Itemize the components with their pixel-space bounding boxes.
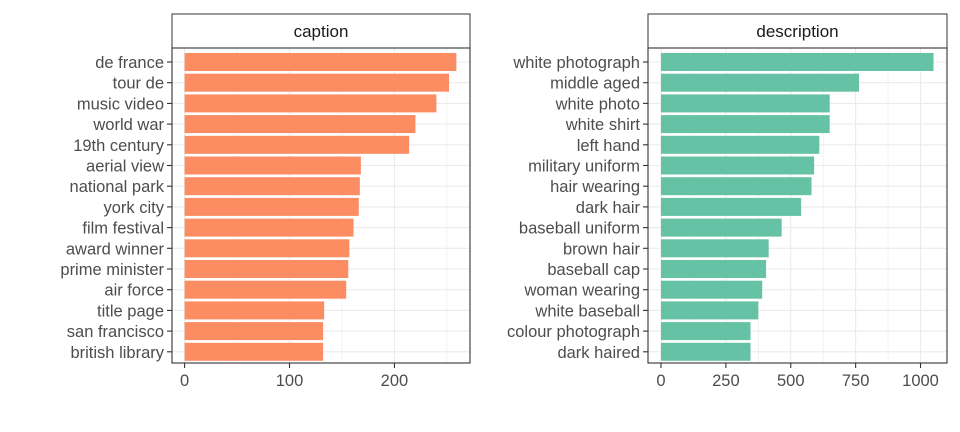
y-tick-label: aerial view xyxy=(86,158,164,176)
bar-air-force xyxy=(184,280,347,299)
bar-british-library xyxy=(184,342,324,361)
facet-strip xyxy=(647,13,948,49)
bar-york-city xyxy=(184,197,359,216)
y-tick-label: brown hair xyxy=(563,240,641,258)
y-tick-label: de france xyxy=(95,54,164,72)
x-tick-label: 750 xyxy=(842,372,870,390)
bar-aerial-view xyxy=(184,156,361,175)
y-tick-label: award winner xyxy=(66,240,165,258)
bar-baseball-cap xyxy=(660,260,767,278)
y-tick-label: white baseball xyxy=(534,302,640,320)
facet-title: caption xyxy=(294,22,349,41)
bar-woman-wearing xyxy=(660,280,763,299)
bar-left-hand xyxy=(660,135,820,154)
bar-colour-photograph xyxy=(660,322,751,341)
y-tick-label: white shirt xyxy=(565,116,641,134)
bar-white-baseball xyxy=(660,301,759,320)
y-tick-label: dark haired xyxy=(557,344,640,362)
bar-award-winner xyxy=(184,239,350,258)
x-tick-label: 1000 xyxy=(902,372,939,390)
bar-san-francisco xyxy=(184,322,324,341)
panel-description: description white photograph middle aged wh… xyxy=(507,13,948,390)
bar-military-uniform xyxy=(660,156,815,175)
bar-film-festival xyxy=(184,218,354,237)
y-tick-label: military uniform xyxy=(528,158,640,176)
x-tick-label: 0 xyxy=(656,372,665,390)
bar-prime-minister xyxy=(184,260,349,278)
bar-title-page xyxy=(184,301,325,320)
panel-border xyxy=(647,47,948,364)
x-tick-label: 0 xyxy=(180,372,189,390)
bar-white-photo xyxy=(660,94,830,113)
panel-border xyxy=(171,47,471,364)
y-tick-label: prime minister xyxy=(60,261,164,279)
bar-de-france xyxy=(184,53,457,71)
bar-national-park xyxy=(184,177,360,196)
y-tick-label: british library xyxy=(70,344,164,362)
y-tick-label: air force xyxy=(104,282,164,300)
y-tick-label: dark hair xyxy=(576,199,641,217)
y-tick-label: tour de xyxy=(113,75,164,93)
bar-white-photograph xyxy=(660,53,934,71)
y-tick-label: san francisco xyxy=(67,323,164,341)
bar-19th-century xyxy=(184,135,410,154)
y-tick-label: music video xyxy=(77,95,164,113)
y-tick-label: york city xyxy=(103,199,164,217)
bar-middle-aged xyxy=(660,73,860,92)
bar-world-war xyxy=(184,115,416,134)
facet-title: description xyxy=(756,22,838,41)
y-tick-label: title page xyxy=(97,302,164,320)
y-tick-label: white photo xyxy=(555,95,640,113)
bar-white-shirt xyxy=(660,115,830,134)
bar-dark-hair xyxy=(660,197,802,216)
x-tick-label: 100 xyxy=(276,372,304,390)
y-tick-label: colour photograph xyxy=(507,323,640,341)
bar-dark-haired xyxy=(660,342,751,361)
bar-tour-de xyxy=(184,73,450,92)
y-tick-label: left hand xyxy=(577,137,640,155)
y-tick-label: national park xyxy=(70,178,165,196)
y-tick-label: world war xyxy=(92,116,164,134)
y-tick-label: baseball uniform xyxy=(519,220,640,238)
panel-caption: caption de france tour de music video world … xyxy=(60,13,471,390)
y-tick-label: white photograph xyxy=(512,54,640,72)
bar-brown-hair xyxy=(660,239,769,258)
x-tick-label: 200 xyxy=(381,372,409,390)
y-tick-label: hair wearing xyxy=(550,178,640,196)
y-tick-label: woman wearing xyxy=(523,282,640,300)
bar-music-video xyxy=(184,94,437,113)
bar-hair-wearing xyxy=(660,177,812,196)
y-tick-label: baseball cap xyxy=(547,261,640,279)
y-tick-label: middle aged xyxy=(550,75,640,93)
facet-strip xyxy=(171,13,471,49)
bar-baseball-uniform xyxy=(660,218,782,237)
x-tick-label: 500 xyxy=(777,372,805,390)
x-tick-label: 250 xyxy=(712,372,740,390)
y-tick-label: 19th century xyxy=(73,137,165,155)
y-tick-label: film festival xyxy=(82,220,164,238)
